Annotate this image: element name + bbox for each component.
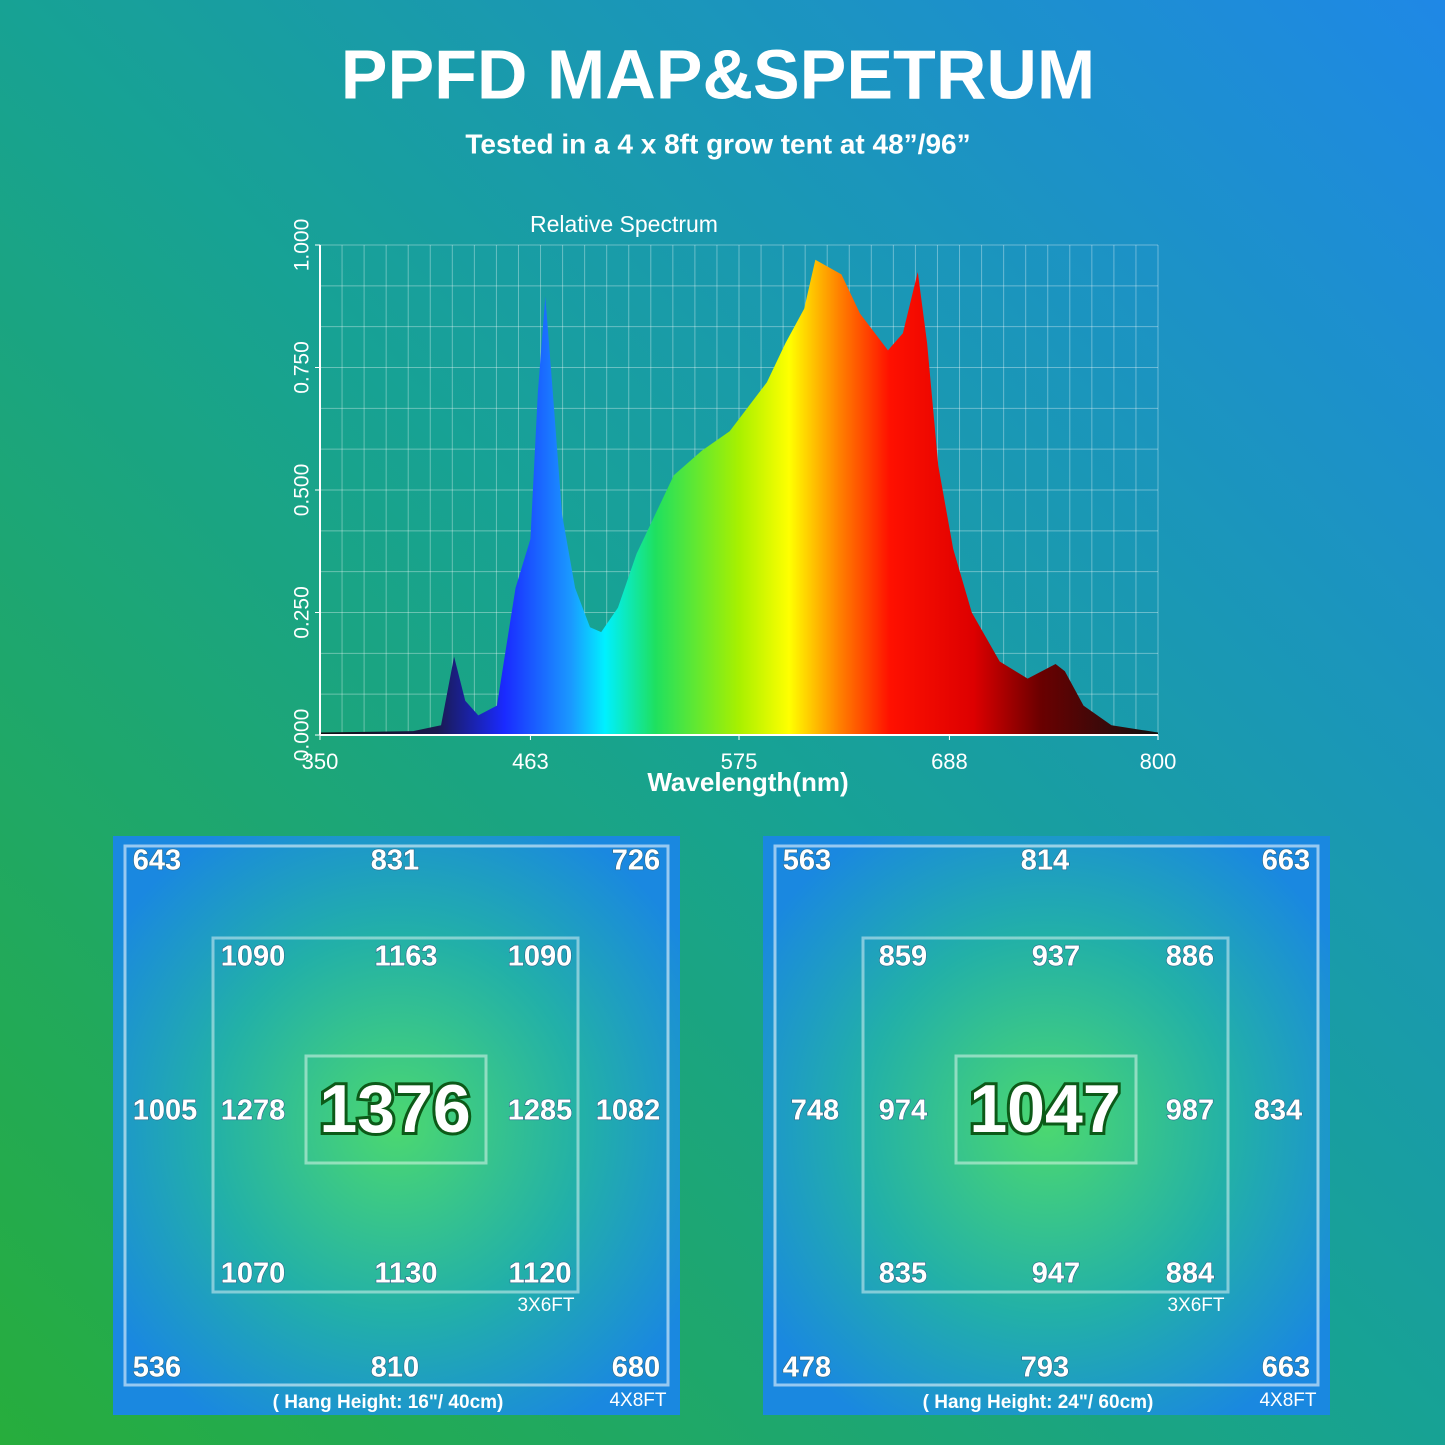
inner-label: 3X6FT bbox=[517, 1295, 574, 1316]
ppfd-value: 643 bbox=[133, 845, 181, 877]
caption: ( Hang Height: 24"/ 60cm) bbox=[923, 1392, 1154, 1413]
y-tick-label: 0.750 bbox=[291, 341, 314, 394]
y-tick-label: 0.250 bbox=[291, 586, 314, 639]
center-frame bbox=[304, 1054, 488, 1165]
ppfd-value: 1005 bbox=[133, 1095, 198, 1127]
ppfd-value: 1130 bbox=[375, 1258, 438, 1290]
ppfd-value: 1285 bbox=[508, 1095, 573, 1127]
ppfd-value: 748 bbox=[791, 1095, 839, 1127]
outer-frame bbox=[773, 844, 1320, 1387]
ppfd-map: 643 831 726 1090 1163 1090 1005 1278 1376 1285 108… bbox=[113, 836, 680, 1415]
ppfd-value: 1090 bbox=[221, 941, 286, 973]
ppfd-value: 810 bbox=[371, 1352, 419, 1384]
outer-frame bbox=[123, 844, 670, 1387]
inner-label: 3X6FT bbox=[1167, 1295, 1224, 1316]
ppfd-value: 563 bbox=[783, 845, 831, 877]
ppfd-value: 947 bbox=[1032, 1258, 1080, 1290]
ppfd-value: 859 bbox=[879, 941, 927, 973]
subtitle: Tested in a 4 x 8ft grow tent at 48”/96” bbox=[465, 128, 970, 159]
map-box bbox=[763, 836, 1330, 1415]
chart-title: Relative Spectrum bbox=[530, 211, 718, 237]
ppfd-value: 478 bbox=[783, 1352, 831, 1384]
x-tick-label: 800 bbox=[1140, 749, 1177, 774]
outer-label: 4X8FT bbox=[609, 1390, 666, 1411]
center-value: 1047 bbox=[969, 1071, 1120, 1147]
ppfd-value: 726 bbox=[612, 845, 660, 877]
center-frame bbox=[954, 1054, 1138, 1165]
ppfd-value: 886 bbox=[1166, 941, 1214, 973]
caption: ( Hang Height: 16"/ 40cm) bbox=[273, 1392, 504, 1413]
ppfd-value: 663 bbox=[1262, 1352, 1310, 1384]
ppfd-value: 835 bbox=[879, 1258, 927, 1290]
ppfd-value: 680 bbox=[612, 1352, 660, 1384]
ppfd-value: 793 bbox=[1021, 1352, 1069, 1384]
ppfd-value: 974 bbox=[879, 1095, 927, 1127]
outer-label: 4X8FT bbox=[1259, 1390, 1316, 1411]
spectrum-area bbox=[320, 259, 1158, 735]
ppfd-value: 1090 bbox=[508, 941, 573, 973]
ppfd-value: 937 bbox=[1032, 941, 1080, 973]
x-axis-label: Wavelength(nm) bbox=[647, 767, 848, 797]
center-value: 1376 bbox=[319, 1071, 470, 1147]
ppfd-value: 536 bbox=[133, 1352, 181, 1384]
ppfd-value: 1278 bbox=[221, 1095, 286, 1127]
inner-frame bbox=[211, 936, 580, 1294]
ppfd-value: 831 bbox=[371, 845, 419, 877]
ppfd-value: 884 bbox=[1166, 1258, 1214, 1290]
ppfd-value: 1070 bbox=[221, 1258, 286, 1290]
ppfd-value: 834 bbox=[1254, 1095, 1302, 1127]
x-tick-label: 688 bbox=[931, 749, 968, 774]
y-tick-label: 1.000 bbox=[291, 219, 314, 272]
title: PPFD MAP&SPETRUM bbox=[341, 35, 1095, 113]
ppfd-value: 987 bbox=[1166, 1095, 1214, 1127]
inner-frame bbox=[861, 936, 1230, 1294]
x-tick-label: 575 bbox=[721, 749, 758, 774]
ppfd-map: 563 814 663 859 937 886 748 974 1047 987 834 835 947… bbox=[763, 836, 1330, 1415]
ppfd-value: 1120 bbox=[509, 1258, 572, 1290]
ppfd-value: 1082 bbox=[596, 1095, 661, 1127]
ppfd-value: 663 bbox=[1262, 845, 1310, 877]
y-tick-label: 0.000 bbox=[291, 709, 314, 762]
ppfd-value: 814 bbox=[1021, 845, 1069, 877]
map-box bbox=[113, 836, 680, 1415]
y-tick-label: 0.500 bbox=[291, 464, 314, 517]
x-tick-label: 463 bbox=[512, 749, 549, 774]
ppfd-value: 1163 bbox=[375, 941, 438, 973]
x-tick-label: 350 bbox=[302, 749, 339, 774]
